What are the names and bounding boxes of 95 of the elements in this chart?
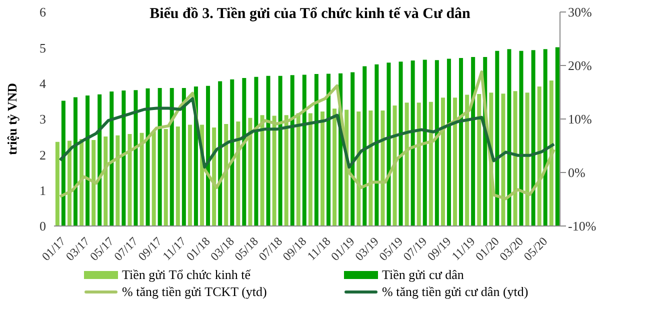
bar: [110, 92, 114, 226]
bar: [314, 74, 318, 226]
bar: [242, 78, 246, 226]
bar: [55, 142, 60, 226]
bar: [158, 88, 162, 226]
bar: [164, 128, 168, 226]
bar: [543, 49, 548, 226]
bar: [368, 110, 373, 226]
bar: [380, 110, 385, 226]
bar: [350, 72, 355, 226]
bar: [134, 90, 138, 226]
bar: [392, 105, 397, 226]
bar: [434, 60, 439, 226]
bar: [422, 60, 427, 226]
bar: [73, 97, 78, 226]
bar: [122, 90, 126, 226]
bar: [152, 131, 156, 226]
y-tick-label: 0: [40, 218, 46, 234]
bar: [61, 100, 66, 226]
bar: [332, 108, 337, 226]
bar: [104, 136, 108, 226]
bar: [296, 113, 300, 226]
legend-label: Tiền gửi cư dân: [382, 266, 464, 283]
bar: [459, 58, 464, 226]
bar: [140, 132, 144, 226]
bar: [116, 135, 120, 226]
bar: [326, 74, 330, 226]
bar: [440, 98, 445, 226]
bar: [356, 112, 361, 226]
bar: [416, 102, 421, 226]
y-tick-label: 1: [40, 182, 46, 198]
bar: [308, 113, 312, 226]
bar: [398, 62, 403, 226]
y-tick-label: 4: [40, 76, 46, 91]
bar: [446, 58, 451, 226]
bar: [266, 76, 270, 226]
bar: [320, 112, 324, 226]
bar: [537, 86, 542, 226]
bar: [525, 92, 530, 226]
bar: [146, 88, 150, 226]
bar: [188, 124, 192, 226]
bar: [465, 94, 470, 226]
bar: [278, 76, 282, 226]
y-tick-label: 2: [40, 147, 46, 162]
bar: [224, 124, 228, 226]
bar: [128, 134, 132, 226]
bar: [260, 115, 264, 226]
y2-tick-label: 0%: [568, 165, 586, 180]
bar: [218, 81, 222, 226]
bar: [86, 95, 90, 226]
bar: [362, 66, 367, 226]
bar: [453, 98, 458, 226]
bar: [272, 116, 276, 226]
bar: [374, 64, 379, 226]
bar: [549, 80, 554, 226]
bar: [98, 94, 102, 226]
bar: [410, 60, 415, 226]
bar: [302, 74, 306, 226]
line-series: [58, 97, 556, 169]
y2-tick-label: -10%: [568, 218, 596, 234]
y-tick-label: 6: [40, 4, 46, 20]
y-tick-label: 3: [40, 112, 46, 127]
bar: [507, 49, 512, 226]
bar: [248, 118, 252, 226]
bar: [531, 50, 536, 226]
bar: [80, 138, 84, 226]
bar: [170, 88, 174, 226]
bar: [428, 102, 433, 226]
bar: [501, 94, 506, 226]
bar: [284, 115, 288, 226]
bar: [404, 102, 409, 226]
bar: [254, 76, 258, 226]
bar: [206, 86, 210, 226]
bar: [477, 94, 482, 226]
y-axis-title: triệu tỷ VND: [4, 83, 20, 155]
bar: [236, 121, 240, 226]
bar: [495, 50, 500, 226]
bar: [230, 79, 234, 226]
y2-tick-label: 30%: [568, 4, 592, 20]
bar: [513, 91, 518, 226]
y2-tick-label: 20%: [568, 58, 592, 74]
legend-label: Tiền gửi Tổ chức kinh tế: [122, 266, 251, 283]
bar: [182, 88, 186, 226]
legend-label: % tăng tiền gửi cư dân (ytd): [382, 283, 528, 300]
bar: [471, 56, 476, 226]
y-tick-label: 5: [40, 40, 46, 56]
bar: [92, 140, 96, 226]
bar: [555, 47, 560, 226]
bar: [386, 62, 391, 226]
legend-label: % tăng tiền gửi TCKT (ytd): [122, 283, 267, 300]
bar: [290, 75, 294, 226]
bar: [519, 50, 524, 226]
y2-tick-label: 10%: [568, 112, 592, 127]
bar: [176, 126, 180, 226]
chart-title: Biểu đồ 3. Tiền gửi của Tổ chức kinh tế và Cư dân: [148, 6, 472, 23]
